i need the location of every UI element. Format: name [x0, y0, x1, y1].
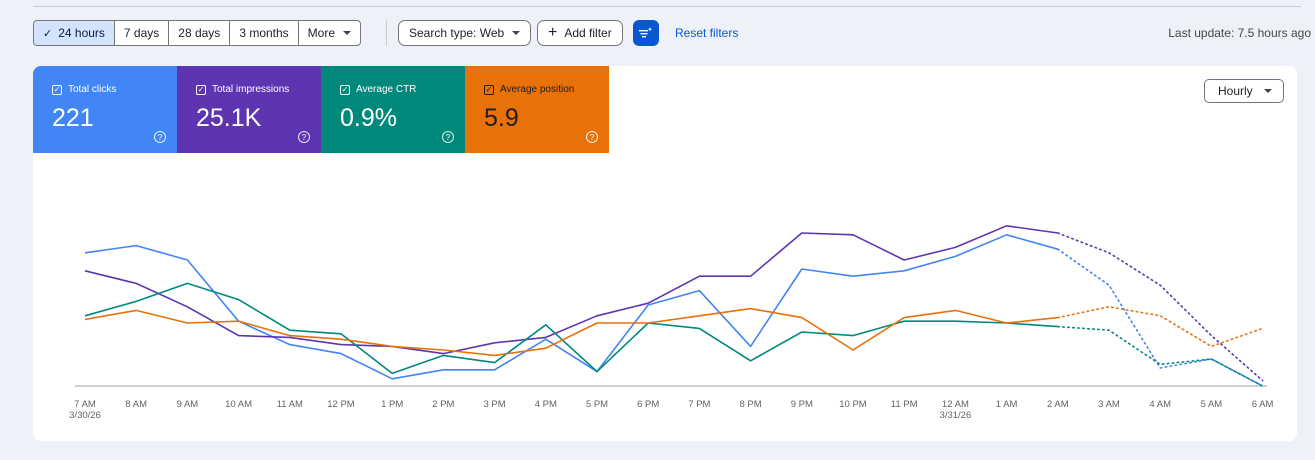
range-7-days-button[interactable]: 7 days	[115, 21, 170, 45]
x-tick-label: 8 PM	[740, 399, 762, 410]
date-range-selector: ✓ 24 hours 7 days 28 days 3 months More	[33, 20, 362, 46]
add-filter-button[interactable]: + Add filter	[537, 20, 623, 46]
x-tick-label: 5 PM	[586, 399, 608, 410]
search-type-dropdown[interactable]: Search type: Web	[398, 20, 532, 46]
x-tick-label: 9 AM	[177, 399, 199, 410]
metric-value: 221	[52, 104, 94, 132]
x-tick-label: 7 PM	[688, 399, 710, 410]
x-tick-label: 4 PM	[535, 399, 557, 410]
x-tick-label: 1 AM	[996, 399, 1018, 410]
check-icon: ✓	[43, 27, 53, 40]
series-forecast-line-3	[1057, 305, 1264, 348]
x-tick-label: 9 PM	[791, 399, 813, 410]
chevron-down-icon	[512, 31, 521, 35]
x-tick-label: 5 AM	[1201, 399, 1223, 410]
checkbox-icon[interactable]: ✓	[484, 84, 494, 95]
x-tick-label: 7 AM	[74, 399, 96, 410]
filter-settings-button[interactable]	[633, 20, 659, 46]
series-forecast-line-0	[1057, 248, 1264, 387]
chevron-down-icon	[1264, 89, 1272, 93]
filter-sparkle-icon	[639, 27, 653, 38]
metric-value: 5.9	[484, 104, 519, 132]
help-icon[interactable]: ?	[442, 131, 454, 143]
range-28-days-button[interactable]: 28 days	[169, 21, 231, 45]
x-tick-label: 11 PM	[891, 399, 918, 410]
series-line-3	[84, 307, 1058, 357]
help-icon[interactable]: ?	[298, 131, 310, 143]
series-line-1	[84, 225, 1058, 355]
toolbar-divider	[386, 20, 387, 46]
x-tick-date-label: 3/30/26	[69, 410, 101, 421]
range-24-hours-button[interactable]: ✓ 24 hours	[34, 21, 115, 45]
metric-average-position[interactable]: ✓ Average position 5.9 ?	[465, 66, 609, 153]
checkbox-icon[interactable]: ✓	[52, 84, 62, 95]
x-tick-label: 12 PM	[327, 399, 355, 410]
reset-filters-link[interactable]: Reset filters	[675, 26, 739, 40]
x-tick-label: 11 AM	[277, 399, 303, 410]
x-tick-label: 4 AM	[1149, 399, 1171, 410]
x-tick-label: 3 AM	[1098, 399, 1120, 410]
help-icon[interactable]: ?	[154, 131, 166, 143]
metric-total-clicks[interactable]: ✓ Total clicks 221 ?	[33, 66, 177, 153]
help-icon[interactable]: ?	[586, 131, 598, 143]
metric-total-impressions[interactable]: ✓ Total impressions 25.1K ?	[177, 66, 321, 153]
x-tick-label: 3 PM	[484, 399, 506, 410]
x-tick-label: 6 AM	[1252, 399, 1274, 410]
series-line-0	[84, 234, 1059, 380]
metric-value: 0.9%	[340, 104, 397, 132]
granularity-dropdown[interactable]: Hourly	[1204, 79, 1284, 103]
x-tick-label: 8 AM	[125, 399, 147, 410]
x-tick-label: 10 PM	[839, 399, 867, 410]
series-forecast-line-1	[1057, 232, 1264, 382]
x-tick-label: 1 PM	[381, 399, 403, 410]
metric-value: 25.1K	[196, 104, 262, 132]
x-tick-label: 10 AM	[225, 399, 252, 410]
checkbox-icon[interactable]: ✓	[196, 84, 206, 95]
performance-line-chart: 7 AM3/30/26 8 AM 9 AM 10 AM 11 AM 12 PM 1 PM 2 …	[69, 225, 1274, 421]
x-tick-label: 6 PM	[637, 399, 659, 410]
performance-card: ✓ Total clicks 221 ? ✓ Total impressions 2…	[33, 66, 1297, 441]
series-line-2	[84, 282, 1058, 375]
range-3-months-button[interactable]: 3 months	[230, 21, 299, 45]
last-update-text: Last update: 7.5 hours ago	[1168, 26, 1311, 40]
plus-icon: +	[548, 24, 558, 41]
series-forecast-line-2	[1057, 325, 1264, 387]
x-tick-date-label: 3/31/26	[940, 410, 972, 421]
x-tick-label: 2 PM	[432, 399, 454, 410]
metric-average-ctr[interactable]: ✓ Average CTR 0.9% ?	[321, 66, 465, 153]
x-tick-label: 2 AM	[1047, 399, 1069, 410]
top-divider	[33, 6, 1301, 7]
checkbox-icon[interactable]: ✓	[340, 84, 350, 95]
chevron-down-icon	[343, 31, 352, 35]
x-tick-label: 12 AM	[942, 399, 969, 410]
range-more-dropdown[interactable]: More	[299, 21, 360, 45]
